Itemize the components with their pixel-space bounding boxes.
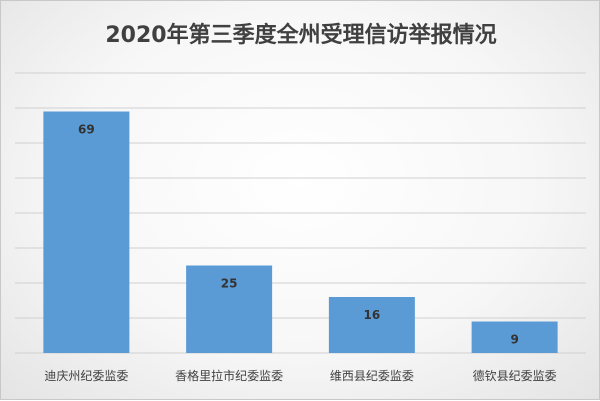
data-label-1: 25 — [221, 277, 238, 291]
chart-title: 2020年第三季度全州受理信访举报情况 — [105, 23, 497, 48]
x-tick-label-2: 维西县纪委监委 — [330, 369, 414, 383]
bar-2 — [328, 297, 415, 353]
bar-0 — [43, 111, 130, 353]
x-tick-label-0: 迪庆州纪委监委 — [44, 369, 128, 383]
data-label-2: 16 — [364, 308, 381, 322]
data-label-0: 69 — [78, 123, 95, 137]
bar-1 — [186, 265, 273, 353]
x-tick-label-3: 德钦县纪委监委 — [473, 368, 557, 383]
data-label-3: 9 — [510, 333, 518, 347]
x-tick-label-1: 香格里拉市纪委监委 — [175, 368, 283, 383]
bar-3 — [471, 321, 558, 353]
